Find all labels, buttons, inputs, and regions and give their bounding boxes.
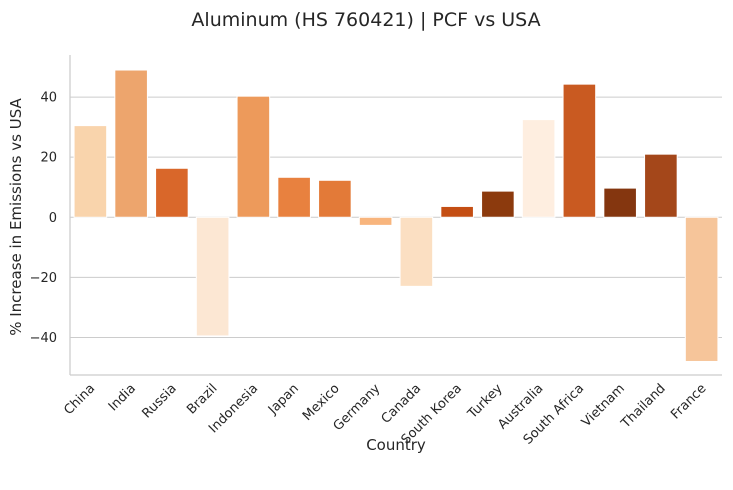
bar-south-africa [562, 83, 597, 218]
bar-russia [155, 167, 189, 218]
chart-title: Aluminum (HS 760421) | PCF vs USA [191, 9, 540, 31]
x-tick-label: Thailand [618, 381, 669, 432]
bar-germany [358, 216, 393, 226]
x-tick-label: India [106, 381, 139, 414]
bar-indonesia [236, 95, 271, 218]
bar-south-korea [440, 205, 474, 218]
x-tick-label: China [61, 381, 98, 418]
x-tick-label: Japan [265, 381, 302, 418]
bar-mexico [318, 179, 352, 218]
y-axis-label: % Increase in Emissions vs USA [7, 98, 25, 336]
y-tick-label: −20 [30, 271, 57, 286]
y-tick-label: 40 [40, 91, 57, 106]
bar-france [684, 216, 719, 362]
bar-vietnam [603, 187, 637, 218]
bar-thailand [644, 153, 678, 218]
y-tick-label: 0 [49, 211, 57, 226]
x-tick-label: Russia [140, 381, 180, 421]
bar-turkey [481, 190, 515, 218]
x-axis-label: Country [366, 436, 426, 454]
x-tick-label: Brazil [184, 381, 220, 417]
bar-brazil [195, 216, 230, 337]
bar-australia [521, 119, 556, 218]
bar-china [73, 125, 108, 218]
y-tick-label: 20 [40, 151, 57, 166]
bar-canada [399, 216, 434, 287]
y-tick-label: −40 [30, 331, 57, 346]
bar-india [114, 69, 148, 218]
y-tick-labels: −40 −20 0 20 40 [30, 91, 57, 346]
bar-japan [277, 176, 311, 218]
bars [73, 69, 719, 362]
x-tick-label: France [668, 381, 709, 422]
